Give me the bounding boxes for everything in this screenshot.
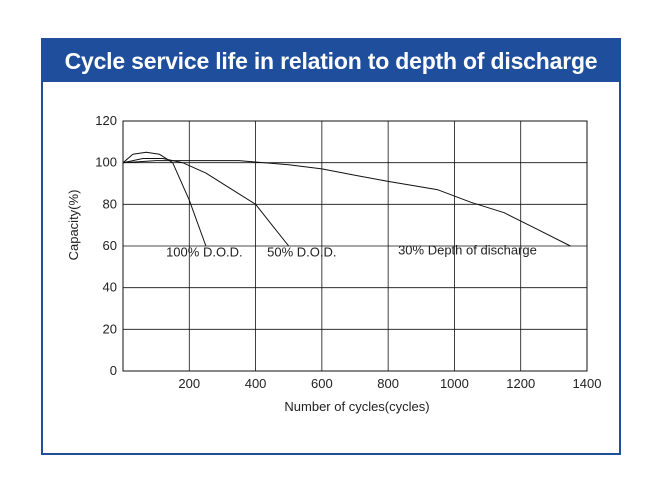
x-tick-label: 1400 <box>573 376 602 391</box>
series-annotation-1: 100% D.O.D. <box>166 244 243 259</box>
series-annotation-3: 30% Depth of discharge <box>398 242 537 257</box>
y-tick-label: 120 <box>95 113 117 128</box>
x-axis-title: Number of cycles(cycles) <box>284 399 429 414</box>
x-tick-label: 1000 <box>440 376 469 391</box>
x-tick-label: 800 <box>377 376 399 391</box>
series-line-3 <box>122 160 571 247</box>
x-tick-label: 400 <box>245 376 267 391</box>
series-annotation-2: 50% D.O.D. <box>267 244 336 259</box>
y-axis-title: Capacity(%) <box>66 190 81 261</box>
chart-title: Cycle service life in relation to depth … <box>43 40 619 82</box>
x-tick-label: 200 <box>178 376 200 391</box>
x-tick-label: 1200 <box>506 376 535 391</box>
y-tick-label: 0 <box>110 363 117 378</box>
y-tick-label: 60 <box>103 238 117 253</box>
y-tick-label: 40 <box>103 280 117 295</box>
y-tick-label: 20 <box>103 321 117 336</box>
series-line-2 <box>122 158 290 247</box>
chart-frame: Cycle service life in relation to depth … <box>41 38 621 455</box>
y-tick-label: 100 <box>95 155 117 170</box>
y-tick-label: 80 <box>103 196 117 211</box>
series-line-1 <box>122 151 207 247</box>
x-tick-label: 600 <box>311 376 333 391</box>
